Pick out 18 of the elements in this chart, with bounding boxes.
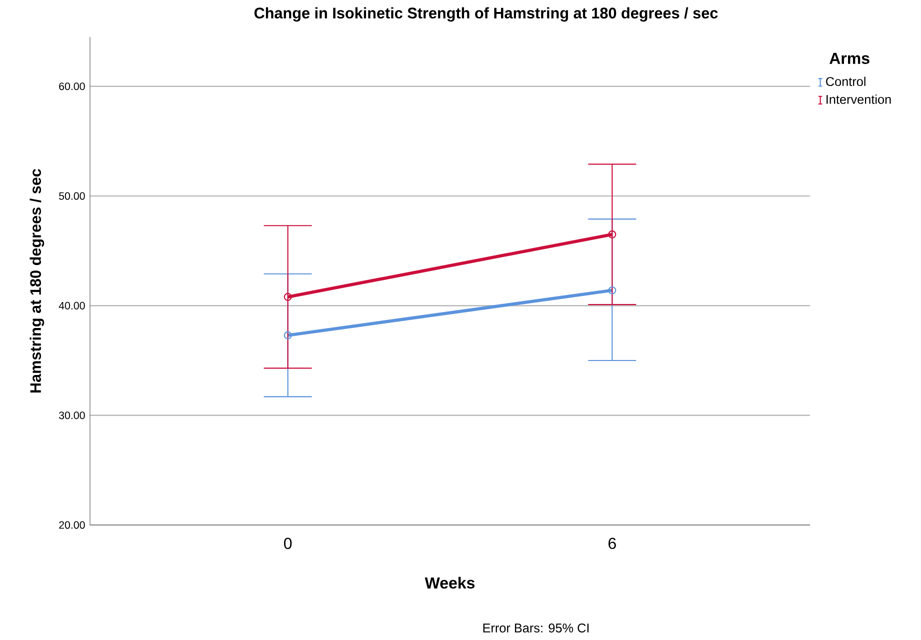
legend-label: Control <box>826 76 866 86</box>
x-tick-label: 6 <box>608 538 616 550</box>
y-tick-label: 30.00 <box>58 412 85 420</box>
x-axis-title: Weeks <box>424 576 475 589</box>
x-tick-label: 0 <box>284 538 292 550</box>
chart-title: Change in Isokinetic Strength of Hamstring at 180 degrees / sec <box>254 7 718 22</box>
legend-title: Arms <box>830 52 870 64</box>
y-axis-title: Hamstring at 180 degrees / sec <box>30 168 44 392</box>
legend-label: Intervention <box>826 94 891 104</box>
y-tick-label: 20.00 <box>59 521 85 529</box>
point <box>608 286 616 294</box>
y-tick-label: 40.00 <box>58 302 85 310</box>
y-tick-label: 50.00 <box>59 192 85 200</box>
text: Error Bars: 95% CI <box>483 624 589 632</box>
y-tick-label: 60.00 <box>59 82 85 90</box>
point <box>608 230 616 238</box>
point <box>284 292 292 301</box>
point <box>284 331 292 340</box>
